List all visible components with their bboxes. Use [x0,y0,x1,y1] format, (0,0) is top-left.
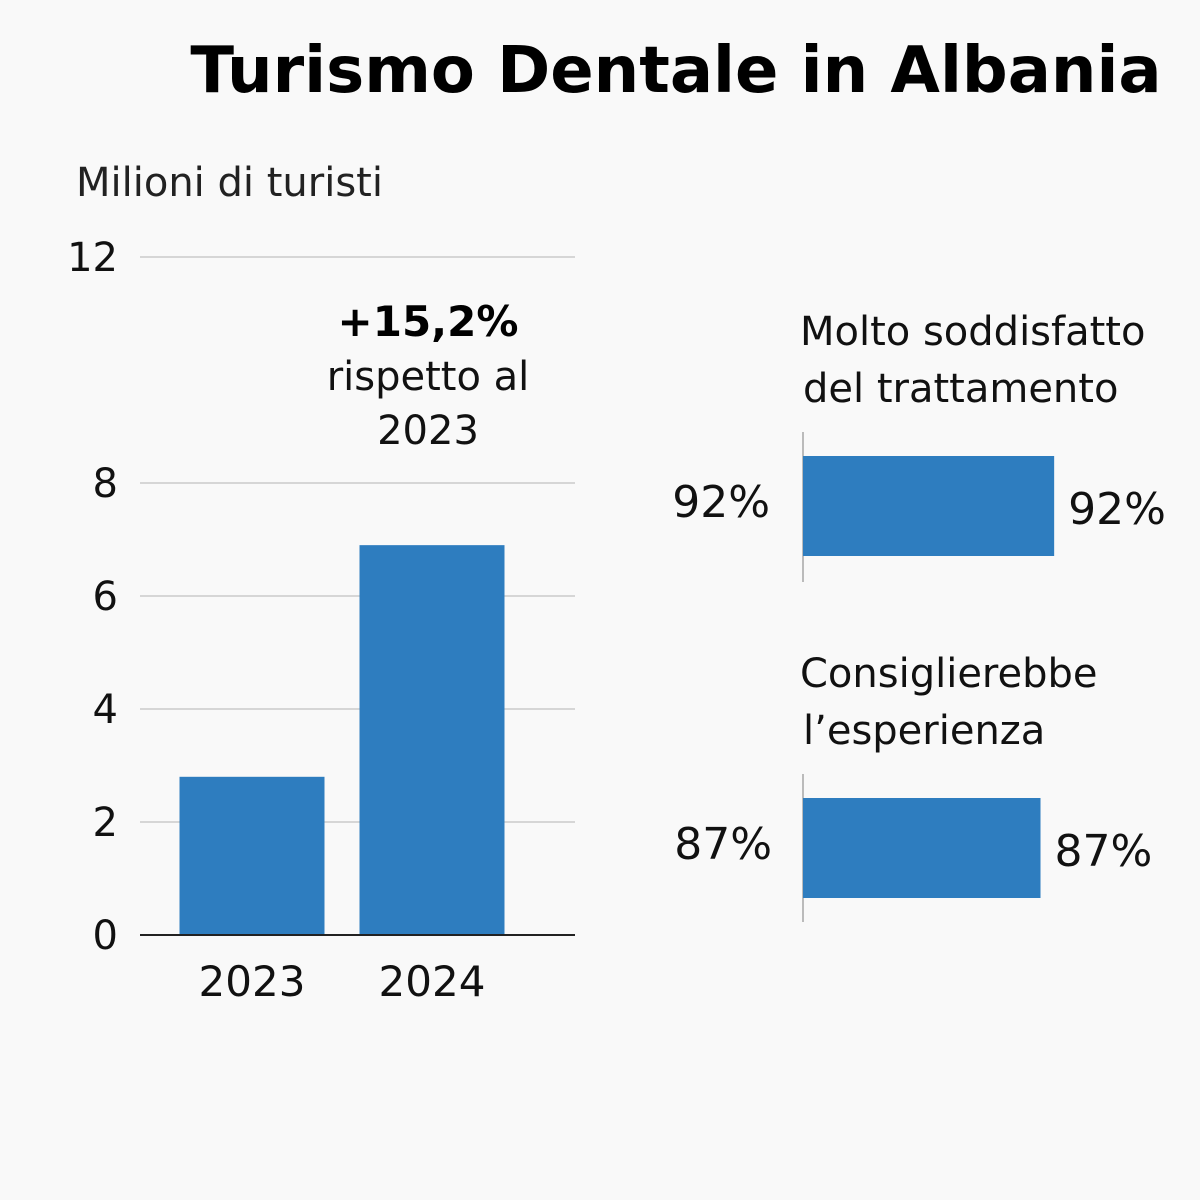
bar-2023 [179,776,325,935]
y-tick-label: 8 [93,461,118,507]
satisfaction-panel: Molto soddisfatto del trattamento 92% 92… [672,309,1166,582]
tourists-bar-chart: Milioni di turisti 0 2 4 6 8 12 2023 2024 +15,… [67,160,575,1006]
satisfaction-value-right: 92% [1068,484,1166,535]
y-tick-label: 0 [93,913,118,959]
growth-annotation-line2: 2023 [377,408,479,454]
recommend-value-left: 87% [674,819,772,870]
y-tick-labels: 0 2 4 6 8 12 [67,235,118,959]
x-tick-labels: 2023 2024 [199,957,486,1006]
recommend-panel: Consiglierebbe l’esperienza 87% 87% [674,651,1152,922]
satisfaction-title-line2: del trattamento [803,366,1118,412]
y-tick-label: 4 [93,687,118,733]
page-title: Turismo Dentale in Albania [190,34,1161,108]
x-tick-label: 2024 [379,957,486,1006]
annotation-background [312,290,542,460]
y-axis-label: Milioni di turisti [76,160,383,206]
y-tick-label: 2 [93,800,118,846]
growth-annotation-line1: rispetto al [327,354,530,400]
x-tick-label: 2023 [199,957,306,1006]
satisfaction-bar [803,456,1055,556]
y-tick-label: 12 [67,235,118,281]
satisfaction-value-left: 92% [672,477,770,528]
recommend-bar [803,798,1041,898]
bar-2024 [359,545,505,935]
recommend-title-line1: Consiglierebbe [800,651,1098,697]
recommend-title-line2: l’esperienza [803,708,1045,754]
recommend-value-right: 87% [1055,826,1153,877]
satisfaction-title-line1: Molto soddisfatto [800,309,1145,355]
y-tick-label: 6 [93,574,118,620]
bars [179,545,505,935]
growth-annotation: +15,2% [338,297,519,346]
